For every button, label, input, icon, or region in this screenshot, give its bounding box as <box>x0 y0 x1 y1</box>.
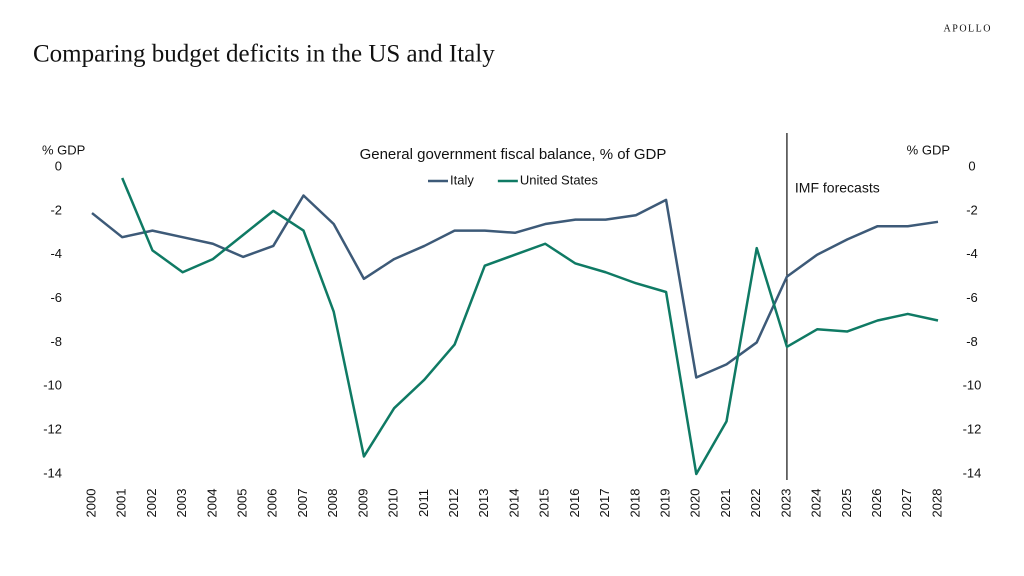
y-tick-label: -8 <box>50 334 62 349</box>
y2-tick-label: -6 <box>966 290 978 305</box>
x-tick-label: 2002 <box>144 489 159 518</box>
x-tick-label: 2016 <box>567 489 582 518</box>
chart-subtitle: General government fiscal balance, % of … <box>360 146 667 163</box>
y2-axis-label: % GDP <box>907 142 950 157</box>
x-tick-label: 2007 <box>295 489 310 518</box>
y2-tick-label: -4 <box>966 246 978 261</box>
x-tick-label: 2005 <box>235 489 250 518</box>
x-tick-label: 2027 <box>899 489 914 518</box>
y2-tick-label: 0 <box>968 158 975 173</box>
annotation: IMF forecasts <box>795 180 880 196</box>
x-tick-label: 2021 <box>718 489 733 518</box>
x-tick-label: 2020 <box>688 489 703 518</box>
legend-label: Italy <box>450 172 474 187</box>
x-tick-label: 2009 <box>355 489 370 518</box>
y-tick-label: -14 <box>43 465 62 480</box>
series-line <box>121 177 939 476</box>
y-axis-label: % GDP <box>42 142 85 157</box>
y2-tick-label: -14 <box>963 465 982 480</box>
y2-tick-label: -2 <box>966 202 978 217</box>
x-tick-label: 2026 <box>869 489 884 518</box>
series-line <box>91 194 939 379</box>
x-tick-label: 2015 <box>537 489 552 518</box>
x-tick-label: 2010 <box>386 489 401 518</box>
y-tick-label: 0 <box>55 158 62 173</box>
x-tick-label: 2024 <box>809 489 824 518</box>
y2-tick-label: -10 <box>963 378 982 393</box>
x-tick-label: 2018 <box>627 489 642 518</box>
y-tick-label: -12 <box>43 422 62 437</box>
x-tick-label: 2011 <box>416 489 431 517</box>
x-tick-label: 2012 <box>446 489 461 518</box>
x-tick-label: 2003 <box>174 489 189 518</box>
legend-label: United States <box>520 172 599 187</box>
y2-tick-label: -8 <box>966 334 978 349</box>
y-tick-label: -4 <box>50 246 62 261</box>
chart-title: Comparing budget deficits in the US and … <box>33 41 495 68</box>
y-tick-label: -6 <box>50 290 62 305</box>
x-tick-label: 2008 <box>325 489 340 518</box>
y-tick-label: -10 <box>43 378 62 393</box>
y-tick-label: -2 <box>50 202 62 217</box>
x-tick-label: 2019 <box>658 489 673 518</box>
x-tick-label: 2001 <box>114 489 129 518</box>
x-tick-label: 2014 <box>506 489 521 518</box>
x-tick-label: 2025 <box>839 489 854 518</box>
x-tick-label: 2022 <box>748 489 763 518</box>
x-tick-label: 2004 <box>204 489 219 518</box>
x-tick-label: 2000 <box>83 489 98 518</box>
x-tick-label: 2013 <box>476 489 491 518</box>
x-tick-label: 2028 <box>929 489 944 518</box>
x-tick-label: 2023 <box>778 489 793 518</box>
x-tick-label: 2006 <box>265 489 280 518</box>
x-tick-label: 2017 <box>597 489 612 518</box>
brand: APOLLO <box>944 23 992 34</box>
y2-tick-label: -12 <box>963 422 982 437</box>
